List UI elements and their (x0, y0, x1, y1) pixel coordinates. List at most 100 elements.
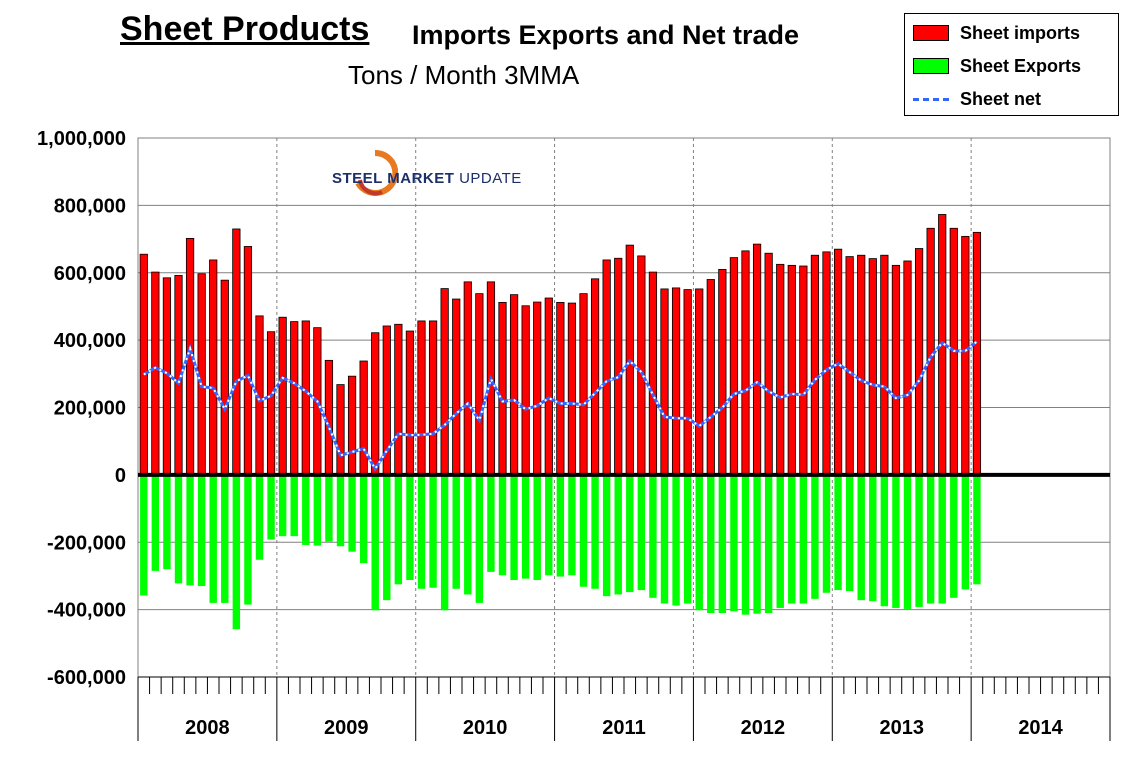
import-bar (394, 323, 403, 476)
import-bar (347, 375, 357, 476)
export-bar (834, 474, 842, 591)
y-tick-label: 0 (115, 465, 126, 487)
export-bar (672, 474, 680, 606)
y-axis: 1,000,000 800,000 600,000 400,000 200,000 0 -2… (37, 128, 126, 689)
import-bar (290, 321, 299, 476)
import-bar (301, 320, 310, 476)
export-bar (221, 474, 229, 603)
bars (139, 214, 982, 630)
export-bar (197, 474, 206, 587)
export-bar (822, 474, 831, 593)
import-bar (718, 268, 727, 476)
export-bar (487, 474, 495, 572)
import-bar (324, 359, 334, 476)
legend-item-net: Sheet net (913, 88, 1041, 110)
import-bar (648, 271, 658, 476)
export-bar (892, 474, 900, 608)
import-bar (891, 264, 901, 476)
export-bar (394, 474, 403, 585)
import-bar (776, 263, 785, 476)
import-bar (741, 250, 750, 476)
import-bar (810, 254, 820, 476)
export-bar (799, 474, 808, 604)
x-year-label: 2013 (879, 717, 924, 739)
y-tick-label: 400,000 (54, 330, 126, 352)
import-bar (903, 260, 912, 476)
export-bar (845, 474, 854, 592)
legend-label-exports: Sheet Exports (960, 55, 1082, 76)
export-bar (649, 474, 657, 598)
export-bar (278, 474, 287, 537)
import-bar (602, 259, 611, 476)
export-bar (348, 474, 356, 552)
export-bar (545, 474, 553, 576)
chart-title-rest: Imports Exports and Net trade (412, 20, 800, 50)
export-bar (429, 474, 437, 588)
export-bar (336, 474, 345, 547)
import-bar (336, 384, 345, 476)
import-bar (232, 228, 241, 476)
logo-text-light: UPDATE (459, 170, 522, 187)
import-bar (428, 320, 438, 476)
export-bar (521, 474, 530, 579)
export-bar (290, 474, 298, 537)
import-bar (556, 301, 565, 476)
import-bar (209, 259, 218, 476)
y-tick-label: 600,000 (54, 263, 126, 285)
steel-market-update-logo: STEEL MARKET UPDATE (332, 150, 532, 210)
import-bar (417, 320, 426, 476)
export-bar (417, 474, 426, 589)
import-bar (972, 231, 982, 476)
y-tick-label: -600,000 (47, 667, 126, 689)
import-bar (914, 248, 924, 476)
import-bar (452, 298, 461, 476)
import-bar (405, 330, 415, 476)
import-bar (857, 254, 866, 476)
export-bar (209, 474, 217, 603)
import-bar (266, 331, 276, 476)
import-bar (533, 301, 542, 476)
import-bar (544, 297, 553, 476)
export-bar (811, 474, 819, 599)
export-bar (498, 474, 507, 576)
x-year-label: 2011 (602, 717, 645, 739)
export-bar (163, 474, 171, 570)
export-bar (707, 474, 715, 613)
import-bar (880, 254, 889, 476)
import-bar (683, 289, 692, 476)
legend-label-net: Sheet net (960, 88, 1042, 109)
export-bar (556, 474, 565, 577)
import-bar (590, 278, 600, 476)
import-bar (660, 288, 669, 476)
x-year-label: 2010 (463, 717, 508, 739)
y-tick-label: -400,000 (47, 600, 126, 622)
export-bar (302, 474, 310, 545)
legend-swatch-exports (913, 58, 949, 74)
import-bar (822, 251, 831, 476)
export-bar (903, 474, 912, 609)
export-bar (510, 474, 518, 580)
x-year-label: 2008 (185, 717, 230, 739)
export-bar (591, 474, 599, 589)
import-bar (521, 305, 530, 476)
export-bar (174, 474, 183, 584)
legend-item-exports: Sheet Exports (913, 55, 1081, 77)
export-bar (683, 474, 692, 604)
legend: Sheet imports Sheet Exports Sheet net (904, 13, 1119, 116)
legend-label-imports: Sheet imports (960, 22, 1081, 43)
export-bar (464, 474, 472, 595)
logo-text-bold: STEEL MARKET (332, 170, 455, 187)
legend-line-net (913, 97, 949, 101)
export-bar (626, 474, 634, 593)
import-bar (475, 293, 484, 476)
export-bar (926, 474, 935, 604)
export-bar (730, 474, 738, 612)
import-bar (799, 265, 808, 476)
export-bar (869, 474, 877, 602)
import-bar (243, 246, 253, 476)
import-bar (579, 293, 588, 476)
x-year-label: 2014 (1018, 717, 1063, 739)
export-bar (440, 474, 449, 611)
export-bar (660, 474, 669, 604)
import-bar (220, 279, 229, 476)
